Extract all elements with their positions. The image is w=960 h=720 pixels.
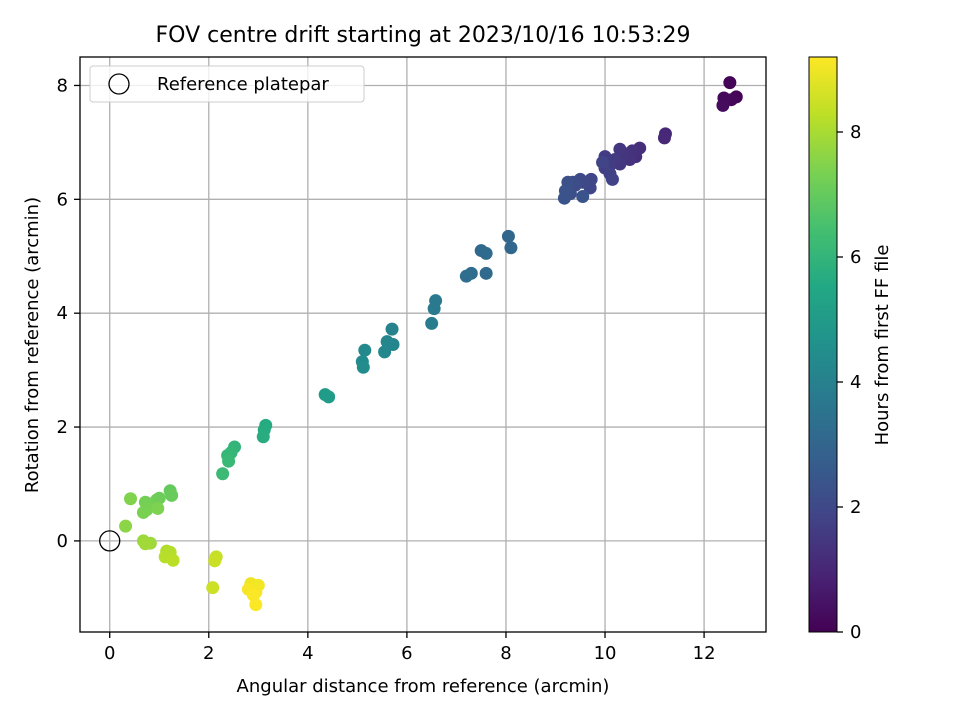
data-point: [378, 345, 392, 359]
legend: Reference platepar: [89, 65, 365, 103]
colorbar-tick-label: 6: [850, 247, 861, 268]
x-tick-label: 8: [500, 643, 511, 664]
x-axis-label: Angular distance from reference (arcmin): [237, 676, 610, 697]
y-tick-label: 4: [57, 303, 68, 324]
data-point: [723, 76, 737, 90]
data-point: [425, 316, 439, 330]
x-axis-ticks: 0 2 4 6 8 10 12: [104, 632, 716, 664]
x-tick-label: 10: [594, 643, 617, 664]
legend-label: Reference platepar: [157, 74, 329, 95]
data-point: [256, 430, 270, 444]
y-tick-label: 8: [57, 75, 68, 96]
data-point: [504, 241, 518, 255]
x-tick-label: 2: [203, 643, 214, 664]
data-point: [249, 598, 263, 612]
data-point: [613, 142, 627, 156]
data-point: [557, 191, 571, 205]
data-point: [427, 302, 441, 316]
data-point: [138, 537, 152, 551]
data-point: [358, 343, 372, 357]
data-point: [165, 488, 179, 502]
colorbar-tick-label: 2: [850, 497, 861, 518]
data-point: [119, 519, 133, 533]
data-point: [356, 360, 370, 374]
data-point: [657, 131, 671, 145]
colorbar-tick-label: 0: [850, 622, 861, 643]
chart-title: FOV centre drift starting at 2023/10/16 …: [156, 23, 691, 48]
colorbar: [808, 56, 838, 633]
data-point: [222, 454, 236, 468]
colorbar-label: Hours from first FF file: [872, 245, 893, 446]
x-tick-label: 6: [401, 643, 412, 664]
data-point: [716, 98, 730, 112]
data-point: [479, 246, 493, 260]
x-tick-label: 12: [693, 643, 716, 664]
data-point: [596, 155, 610, 169]
data-point: [206, 581, 220, 595]
x-tick-label: 4: [302, 643, 313, 664]
x-tick-label: 0: [104, 643, 115, 664]
data-point: [479, 266, 493, 280]
data-point: [151, 501, 165, 515]
y-axis-ticks: 0 2 4 6 8: [57, 75, 80, 552]
colorbar-tick-label: 4: [850, 372, 861, 393]
data-point: [322, 390, 336, 404]
legend-marker: [108, 73, 130, 95]
data-point: [576, 189, 590, 203]
colorbar-ticks: 0 2 4 6 8: [837, 122, 861, 643]
y-tick-label: 2: [57, 417, 68, 438]
data-point: [124, 492, 138, 506]
colorbar-tick-label: 8: [850, 122, 861, 143]
data-point: [380, 335, 394, 349]
y-tick-label: 6: [57, 189, 68, 210]
data-point: [501, 229, 515, 243]
data-point: [208, 554, 222, 568]
data-point: [136, 505, 150, 519]
reference-marker: [99, 530, 121, 552]
data-point: [385, 322, 399, 336]
legend-box: [89, 65, 365, 103]
y-tick-label: 0: [57, 531, 68, 552]
data-point: [216, 467, 230, 481]
plot-frame: [79, 56, 767, 633]
data-point: [459, 269, 473, 283]
reference-platepar-marker: [99, 530, 121, 552]
data-points: [119, 76, 743, 612]
data-point: [605, 172, 619, 186]
data-point: [166, 553, 180, 567]
y-axis-label: Rotation from reference (arcmin): [22, 197, 43, 493]
